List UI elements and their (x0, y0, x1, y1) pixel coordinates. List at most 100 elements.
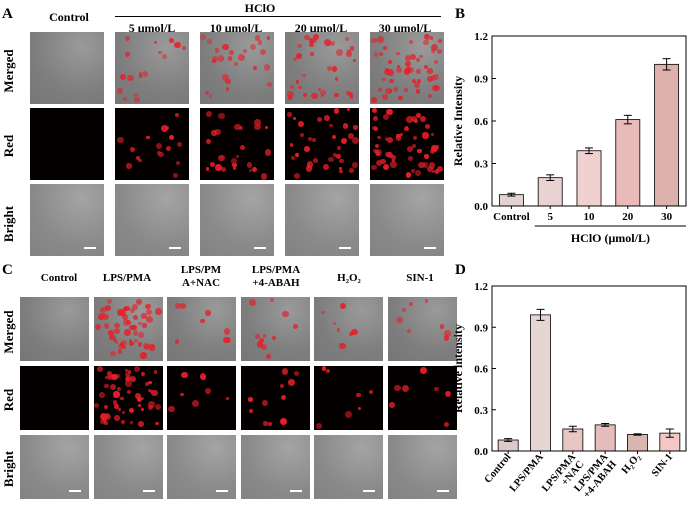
y-tick-label: 0.9 (474, 74, 488, 86)
fluorescent-cell (125, 371, 131, 377)
fluorescent-cell (436, 48, 443, 55)
y-axis-label: Relative Intensity (451, 76, 465, 166)
fluorescent-cell (125, 377, 131, 383)
fluorescent-cell (103, 404, 108, 409)
fluorescent-cell (135, 299, 142, 306)
fluorescent-cell (394, 384, 402, 392)
fluorescent-cell (424, 154, 429, 159)
fluorescent-cell (345, 90, 350, 96)
fluorescent-cell (371, 97, 378, 104)
fluorescent-cell (331, 66, 338, 72)
fluorescent-cell (349, 46, 354, 51)
fluorescent-cell (176, 160, 181, 165)
fluorescent-cell (377, 135, 381, 139)
fluorescent-cell (118, 408, 122, 412)
y-tick-label: 1.2 (474, 281, 488, 293)
fluorescent-cell (138, 321, 142, 326)
fluorescent-cell (430, 48, 436, 54)
fluorescent-cell (293, 173, 300, 180)
fluorescent-cell (129, 324, 135, 330)
fluorescent-cell (266, 82, 272, 88)
panel-c-merged-image-1 (93, 297, 163, 361)
x-tick-label: 30 (661, 211, 673, 223)
scale-bar (436, 490, 449, 492)
fluorescent-cell (168, 405, 176, 413)
fluorescent-cell (348, 168, 354, 173)
fluorescent-cell (280, 394, 287, 401)
fluorescent-cell (405, 67, 412, 73)
fluorescent-cell (144, 303, 151, 310)
fluorescent-cell (138, 74, 143, 78)
fluorescent-cell (304, 146, 310, 152)
scale-bar (254, 247, 266, 249)
fluorescent-cell (387, 69, 394, 76)
fluorescent-cell (305, 165, 312, 172)
fluorescent-cell (132, 325, 137, 330)
panel-a-red-image-3 (285, 108, 359, 180)
fluorescent-cell (413, 82, 420, 88)
fluorescent-cell (127, 370, 132, 374)
fluorescent-cell (320, 89, 326, 96)
fluorescent-cell (425, 124, 431, 129)
fluorescent-cell (238, 54, 246, 62)
fluorescent-cell (352, 58, 357, 63)
x-tick-label: H₂O₂ (620, 452, 643, 476)
fluorescent-cell (120, 339, 128, 347)
panel-c-red-image-0 (20, 366, 89, 430)
fluorescent-cell (205, 309, 212, 317)
fluorescent-cell (206, 139, 212, 145)
fluorescent-cell (370, 164, 377, 171)
fluorescent-cell (134, 366, 141, 372)
panel-a-red-image-0 (30, 108, 104, 180)
fluorescent-cell (321, 366, 327, 371)
fluorescent-cell (326, 65, 333, 72)
fluorescent-cell (235, 154, 239, 158)
fluorescent-cell (422, 132, 429, 139)
fluorescent-cell (212, 56, 218, 62)
fluorescent-cell (411, 143, 417, 149)
fluorescent-cell (140, 351, 147, 359)
fluorescent-cell (263, 334, 267, 338)
fluorescent-cell (105, 375, 109, 379)
fluorescent-cell (138, 158, 142, 163)
panel-c-merged-image-3 (240, 297, 310, 361)
fluorescent-cell (248, 299, 256, 307)
fluorescent-cell (142, 71, 149, 78)
fluorescent-cell (174, 41, 181, 49)
fluorescent-cell (299, 133, 304, 138)
fluorescent-cell (332, 153, 337, 158)
fluorescent-cell (149, 344, 156, 351)
y-axis-label: Relative intensity (451, 324, 465, 413)
plot-frame (491, 285, 687, 452)
fluorescent-cell (378, 51, 383, 56)
y-tick-label: 0.0 (474, 446, 488, 458)
fluorescent-cell (132, 330, 139, 337)
panel-a-bright-image-2 (200, 184, 274, 256)
fluorescent-cell (141, 407, 145, 411)
fluorescent-cell (252, 167, 258, 173)
fluorescent-cell (348, 133, 354, 140)
fluorescent-cell (232, 162, 237, 167)
fluorescent-cell (297, 43, 302, 49)
fluorescent-cell (427, 76, 434, 83)
fluorescent-cell (146, 315, 153, 323)
panel-b-chart: 0.0 0.3 0.6 0.9 1.2 Relative Intensity Control… (451, 31, 687, 245)
fluorescent-cell (155, 404, 162, 411)
panel-a-col-label-0: Control (49, 10, 89, 24)
fluorescent-cell (423, 64, 428, 69)
bar (627, 434, 648, 452)
scale-bar (289, 490, 302, 492)
fluorescent-cell (417, 79, 421, 83)
fluorescent-cell (224, 78, 231, 85)
fluorescent-cell (434, 86, 440, 92)
fluorescent-cell (403, 88, 408, 93)
panel-c-row-label-red: Red (1, 388, 16, 412)
scale-bar (169, 247, 181, 249)
fluorescent-cell (269, 297, 274, 303)
panel-c-col-label-3: LPS/PMA +4-ABAH (251, 264, 301, 289)
fluorescent-cell (151, 389, 158, 396)
fluorescent-cell (248, 397, 253, 402)
fluorescent-cell (154, 370, 158, 374)
fluorescent-cell (414, 119, 419, 124)
fluorescent-cell (200, 318, 205, 324)
